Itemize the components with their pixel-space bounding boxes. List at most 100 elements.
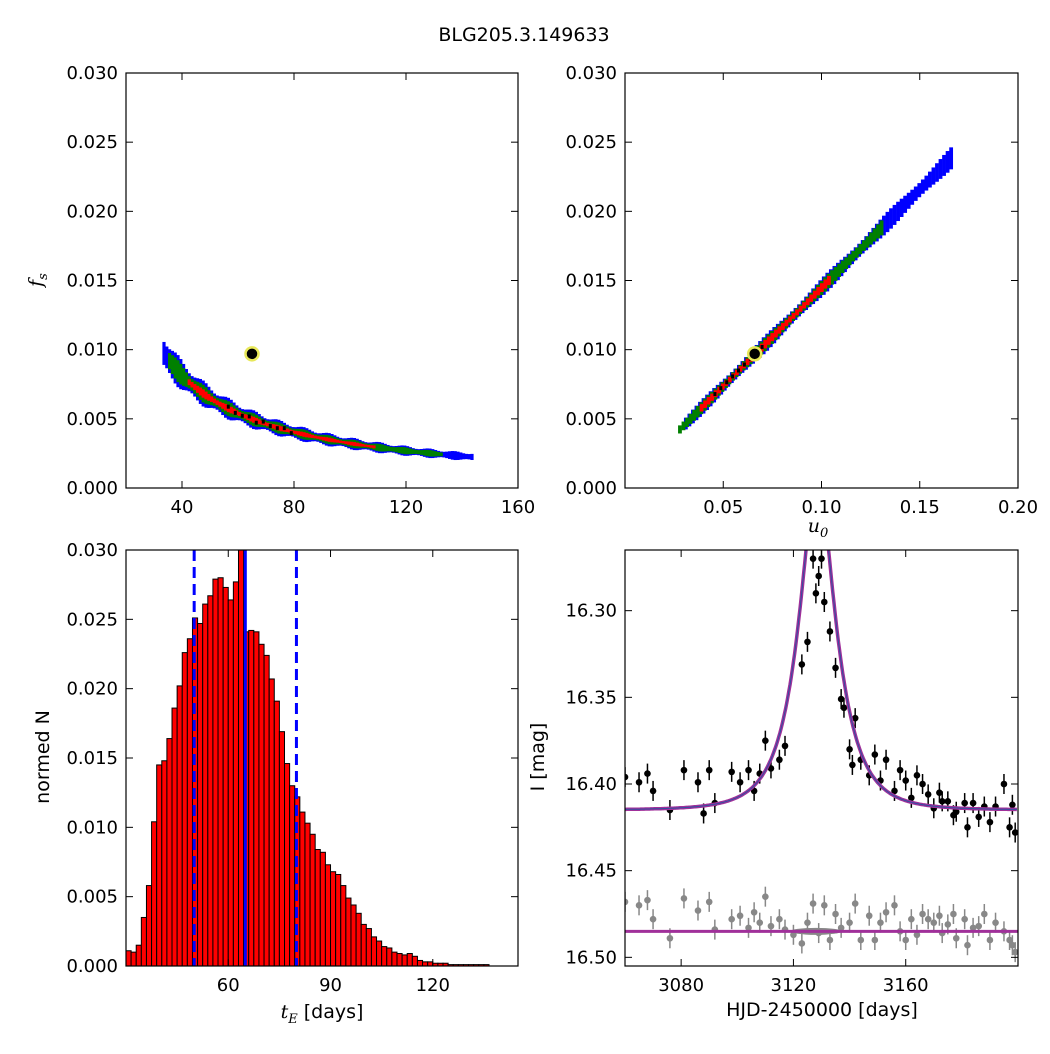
x-tick-label: 40 xyxy=(171,497,194,518)
region-outer xyxy=(913,186,918,201)
histogram-bar xyxy=(222,586,229,966)
y-axis-label-i-mag: I [mag] xyxy=(527,723,549,792)
region-middle xyxy=(688,413,693,424)
primary-data-point xyxy=(846,746,853,753)
region-inner xyxy=(254,417,258,424)
region-inner xyxy=(330,438,334,443)
y-tick-label: 16.45 xyxy=(565,861,617,882)
histogram-bar xyxy=(391,951,398,966)
region-inner xyxy=(238,411,242,416)
region-middle xyxy=(184,372,188,387)
secondary-data-point xyxy=(705,898,713,906)
region-middle xyxy=(854,247,859,258)
plot-area-te-histogram xyxy=(126,550,490,966)
histogram-bar xyxy=(335,873,342,966)
secondary-data-point xyxy=(865,912,873,920)
region-middle xyxy=(439,452,443,457)
y-tick-label: 0.010 xyxy=(66,340,118,361)
chain-sample xyxy=(268,424,272,429)
y-tick-label: 0.030 xyxy=(66,63,118,84)
region-middle xyxy=(408,448,412,455)
region-middle xyxy=(411,449,415,454)
x-axis-label-hjd: HJD-2450000 [days] xyxy=(726,999,918,1021)
histogram-bar xyxy=(186,638,193,966)
axes-frame-light-curve xyxy=(624,549,1019,967)
region-inner xyxy=(212,398,216,404)
primary-data-point xyxy=(840,704,848,712)
histogram-bar xyxy=(156,764,163,966)
histogram-bar xyxy=(140,916,147,966)
y-tick-label: 16.40 xyxy=(565,774,617,795)
region-middle xyxy=(869,232,873,245)
y-tick-label: 16.35 xyxy=(565,687,617,708)
y-tick-label: 0.000 xyxy=(66,478,118,499)
secondary-data-point xyxy=(944,921,952,928)
panel-fs-vs-te: 40 80 120 160 0.000 0.005 0.010 0.015 0.020 0.025… xyxy=(25,63,535,518)
region-inner xyxy=(738,366,743,372)
region-outer xyxy=(896,201,900,222)
region-middle xyxy=(847,254,852,266)
region-inner xyxy=(355,442,359,447)
region-outer xyxy=(903,195,908,213)
region-middle xyxy=(434,451,438,457)
region-inner xyxy=(784,319,789,327)
region-inner xyxy=(802,302,807,309)
secondary-data-point xyxy=(986,936,994,944)
histogram-bar xyxy=(258,643,265,966)
histogram-bar xyxy=(360,923,367,966)
chain-sample xyxy=(719,386,723,391)
secondary-data-point xyxy=(1006,936,1013,944)
histogram-bar xyxy=(151,821,158,966)
histogram-bar xyxy=(345,897,352,966)
histogram-bar xyxy=(376,940,383,966)
region-inner xyxy=(294,430,298,435)
region-middle xyxy=(678,425,682,434)
region-middle xyxy=(176,360,180,383)
region-outer xyxy=(949,147,954,170)
primary-data-point xyxy=(964,824,971,831)
histogram-bar xyxy=(355,912,362,966)
histogram-bar xyxy=(273,700,280,966)
region-inner xyxy=(201,389,205,398)
region-inner xyxy=(229,406,233,414)
region-inner xyxy=(249,415,253,422)
x-tick-label: 80 xyxy=(283,497,306,518)
region-inner xyxy=(366,444,370,448)
region-inner xyxy=(221,402,225,409)
panel-te-histogram: 60 90 120 0.000 0.005 0.010 0.015 0.020 0.025 0.0… xyxy=(32,540,519,1027)
secondary-data-point xyxy=(924,915,932,923)
region-inner xyxy=(795,309,799,316)
histogram-bar xyxy=(202,603,209,966)
primary-data-point xyxy=(961,799,968,807)
region-inner xyxy=(364,444,368,447)
region-inner xyxy=(198,387,202,396)
region-middle xyxy=(681,421,686,431)
region-inner xyxy=(827,275,831,286)
primary-data-point xyxy=(635,778,643,786)
primary-data-point xyxy=(913,772,921,779)
region-inner xyxy=(344,441,348,445)
region-outer xyxy=(470,453,474,461)
y-tick-label: 0.000 xyxy=(66,956,118,977)
region-outer xyxy=(459,452,463,460)
primary-data-point xyxy=(625,773,629,781)
histogram-bar xyxy=(181,652,188,966)
primary-data-point xyxy=(891,787,898,795)
region-middle xyxy=(879,220,884,236)
region-inner xyxy=(296,431,300,436)
histogram-bar xyxy=(401,954,408,966)
chain-sample xyxy=(282,426,286,431)
region-inner xyxy=(791,312,796,319)
region-inner xyxy=(280,426,284,432)
chain-sample xyxy=(737,368,741,373)
chain-sample xyxy=(233,410,237,415)
chain-sample xyxy=(226,404,230,409)
histogram-bar xyxy=(299,811,306,966)
region-inner xyxy=(193,384,197,391)
histogram-bar xyxy=(386,947,393,966)
region-outer xyxy=(935,163,939,182)
region-middle xyxy=(865,236,870,248)
region-middle xyxy=(179,363,183,385)
histogram-bar xyxy=(207,595,214,966)
histogram-bar xyxy=(324,864,332,966)
